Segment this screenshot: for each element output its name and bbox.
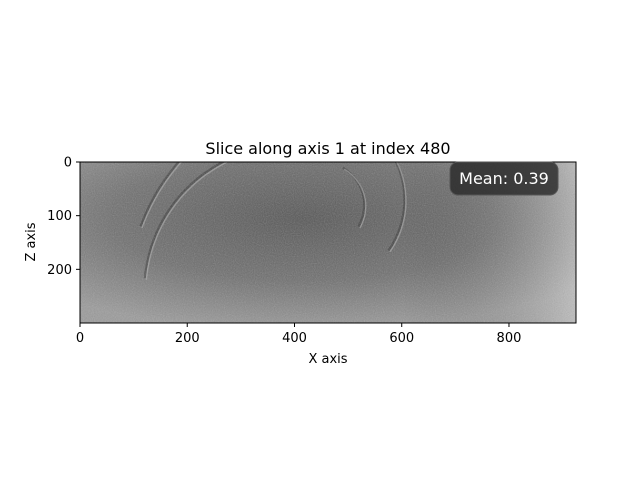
x-tick-label: 400: [282, 331, 307, 346]
mean-annotation-label: Mean: 0.39: [459, 169, 549, 188]
x-tick-label: 600: [389, 331, 414, 346]
x-axis-label: X axis: [308, 352, 347, 367]
mean-annotation: Mean: 0.39: [449, 161, 559, 196]
x-axis-ticks: 0 200 400 600 800: [76, 323, 522, 346]
y-axis-ticks: 0 100 200: [47, 156, 80, 278]
chart-title: Slice along axis 1 at index 480: [205, 139, 450, 158]
plot-frame: [79, 161, 577, 324]
x-tick-label: 0: [76, 331, 84, 346]
x-tick-label: 200: [175, 331, 200, 346]
y-tick-label: 100: [47, 209, 72, 224]
y-tick-label: 0: [64, 156, 72, 171]
y-axis-label: Z axis: [24, 222, 39, 261]
x-tick-label: 800: [497, 331, 522, 346]
mean-annotation-box: [449, 161, 559, 196]
y-tick-label: 200: [47, 263, 72, 278]
